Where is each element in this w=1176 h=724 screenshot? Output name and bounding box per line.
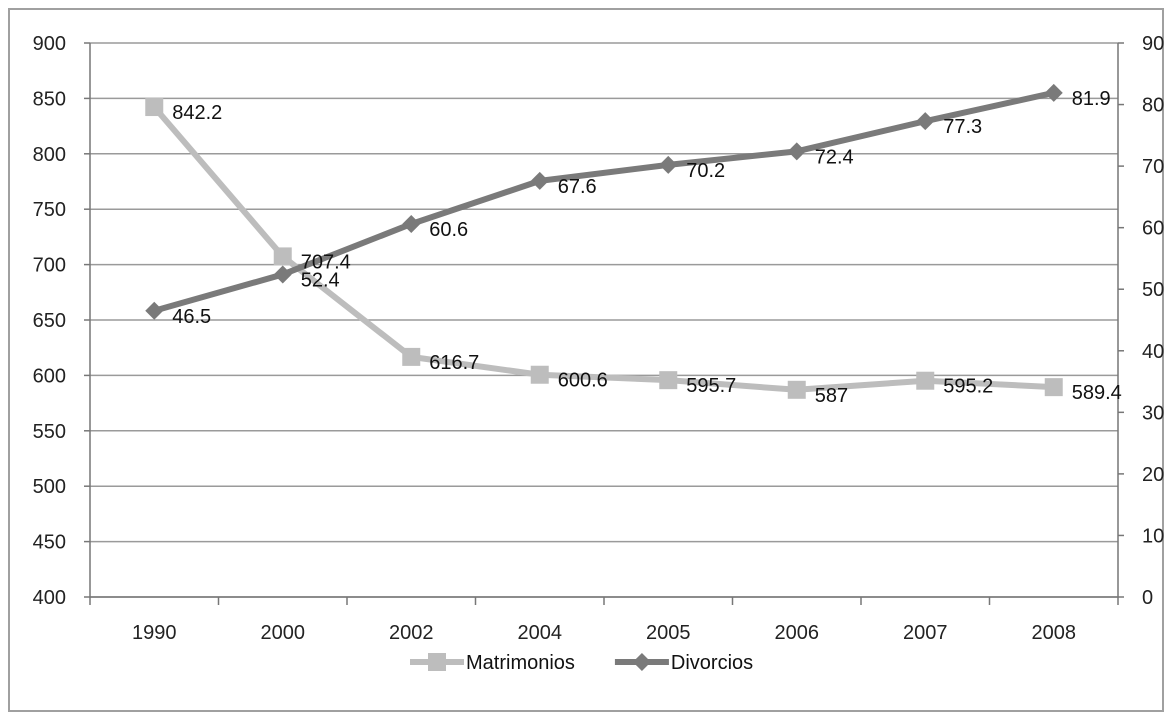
data-label-matrimonios: 842.2 xyxy=(172,102,222,124)
x-tick-label: 2007 xyxy=(903,622,948,644)
data-label-matrimonios: 616.7 xyxy=(429,352,479,374)
data-point-divorcios xyxy=(787,142,806,161)
right-tick-label: 40 xyxy=(1142,341,1164,363)
left-tick-label: 500 xyxy=(33,476,66,498)
data-label-matrimonios: 707.4 xyxy=(301,251,351,273)
data-label-matrimonios: 595.2 xyxy=(943,376,993,398)
x-tick-label: 1990 xyxy=(132,622,177,644)
left-tick-label: 600 xyxy=(33,365,66,387)
right-tick-label: 60 xyxy=(1142,218,1164,240)
data-labels: 842.2 707.4 616.7 600.6 595.7 587 595.2 589.4 46… xyxy=(172,88,1122,407)
x-tick-label: 2000 xyxy=(261,622,306,644)
left-tick-label: 550 xyxy=(33,421,66,443)
data-point-matrimonios xyxy=(659,371,678,390)
legend-marker-matrimonios xyxy=(428,653,446,671)
data-label-divorcios: 52.4 xyxy=(301,269,340,291)
axes xyxy=(84,42,1124,605)
left-tick-label: 400 xyxy=(33,587,66,609)
series-layer xyxy=(145,83,1063,399)
left-tick-label: 700 xyxy=(33,255,66,277)
data-point-matrimonios xyxy=(145,98,164,117)
data-point-matrimonios xyxy=(402,347,421,366)
data-label-divorcios: 60.6 xyxy=(429,219,468,241)
legend-marker-divorcios xyxy=(632,653,651,671)
data-point-matrimonios xyxy=(1044,378,1063,397)
data-label-divorcios: 72.4 xyxy=(815,146,854,168)
x-tick-label: 2008 xyxy=(1032,622,1077,644)
series-line-divorcios xyxy=(153,89,1055,314)
x-tick-label: 2006 xyxy=(775,622,820,644)
x-tick-label: 2004 xyxy=(518,622,563,644)
data-label-divorcios: 81.9 xyxy=(1072,88,1111,110)
data-point-divorcios xyxy=(916,112,935,131)
data-label-divorcios: 77.3 xyxy=(943,116,982,138)
data-point-divorcios xyxy=(273,265,292,284)
data-label-matrimonios: 600.6 xyxy=(558,370,608,392)
right-tick-label: 20 xyxy=(1142,464,1164,486)
left-tick-label: 750 xyxy=(33,199,66,221)
data-label-divorcios: 67.6 xyxy=(558,176,597,198)
right-tick-label: 10 xyxy=(1142,525,1164,547)
data-label-divorcios: 46.5 xyxy=(172,306,211,328)
data-point-matrimonios xyxy=(916,371,935,390)
right-tick-label: 90 xyxy=(1142,33,1164,55)
data-point-matrimonios xyxy=(530,365,549,384)
right-tick-label: 80 xyxy=(1142,95,1164,117)
data-label-matrimonios: 589.4 xyxy=(1072,382,1122,404)
data-point-divorcios xyxy=(659,155,678,174)
right-tick-label: 70 xyxy=(1142,156,1164,178)
x-tick-label: 2005 xyxy=(646,622,691,644)
right-tick-label: 0 xyxy=(1142,587,1153,609)
left-tick-label: 850 xyxy=(33,88,66,110)
x-axis-ticks: 1990 2000 2002 2004 2005 2006 2007 2008 xyxy=(132,622,1076,644)
left-tick-label: 800 xyxy=(33,144,66,166)
data-label-divorcios: 70.2 xyxy=(686,160,725,182)
data-point-divorcios xyxy=(1044,83,1063,102)
data-point-matrimonios xyxy=(273,247,292,266)
left-axis-ticks: 400 450 500 550 600 650 700 750 800 850 900 xyxy=(33,33,66,609)
left-tick-label: 450 xyxy=(33,532,66,554)
legend: Matrimonios Divorcios xyxy=(410,652,753,674)
data-label-matrimonios: 587 xyxy=(815,385,848,407)
data-point-divorcios xyxy=(145,301,164,320)
right-axis-ticks: 0 10 20 30 40 50 60 70 80 90 xyxy=(1142,33,1164,609)
series-line-matrimonios xyxy=(151,105,1054,393)
data-label-matrimonios: 595.7 xyxy=(686,375,736,397)
left-tick-label: 650 xyxy=(33,310,66,332)
right-tick-label: 50 xyxy=(1142,279,1164,301)
chart-frame xyxy=(8,8,1164,712)
x-tick-label: 2002 xyxy=(389,622,434,644)
right-tick-label: 30 xyxy=(1142,402,1164,424)
data-point-divorcios xyxy=(530,171,549,190)
data-point-divorcios xyxy=(402,214,421,233)
legend-label-divorcios: Divorcios xyxy=(671,652,753,674)
legend-label-matrimonios: Matrimonios xyxy=(466,652,575,674)
data-point-matrimonios xyxy=(787,380,806,399)
left-tick-label: 900 xyxy=(33,33,66,55)
